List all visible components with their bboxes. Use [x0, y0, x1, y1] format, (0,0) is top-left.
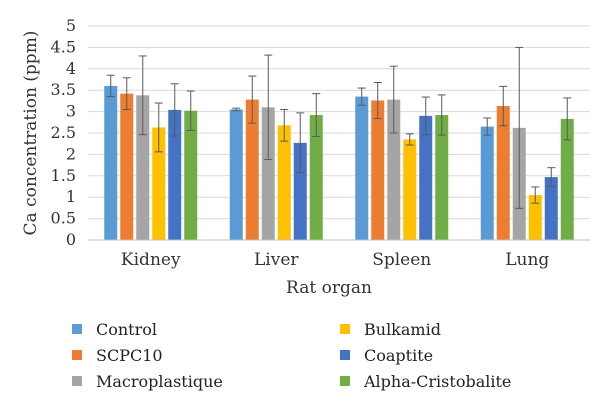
y-tick-label: 2: [66, 144, 76, 163]
bar-bulkamid-lung: [528, 195, 542, 240]
legend-swatch: [340, 376, 350, 386]
bar-scpc10-lung: [496, 106, 510, 240]
x-tick-label: Lung: [505, 250, 549, 270]
legend-label: Alpha-Cristobalite: [364, 371, 512, 391]
y-axis-label: Ca concentration (ppm): [21, 31, 41, 236]
bars: [104, 85, 574, 241]
x-tick-label: Kidney: [121, 250, 181, 270]
legend-item: Coaptite: [340, 344, 433, 366]
x-tick-labels: Kidney Liver Spleen Lung: [121, 250, 549, 270]
bar-scpc10-spleen: [371, 100, 385, 240]
bar-macroplastique-spleen: [387, 99, 401, 240]
bar-bulkamid-kidney: [152, 127, 166, 240]
legend-label: Macroplastique: [96, 371, 223, 391]
bar-control-liver: [229, 109, 243, 241]
legend-item: Bulkamid: [340, 318, 441, 340]
y-tick-label: 1.5: [51, 166, 76, 185]
legend-label: Coaptite: [364, 345, 434, 365]
bar-alpha-cristobalite-liver: [309, 115, 323, 240]
y-tick-label: 3: [66, 102, 76, 121]
x-axis-label: Rat organ: [286, 278, 372, 298]
bar-alpha-cristobalite-lung: [560, 118, 574, 240]
y-tick-label: 4.5: [51, 37, 76, 56]
y-tick-label: 5: [66, 16, 76, 35]
y-tick-label: 0: [66, 230, 76, 249]
legend-item: Control: [72, 318, 157, 340]
bar-control-lung: [480, 126, 494, 240]
legend-item: Macroplastique: [72, 370, 223, 392]
error-bars: [106, 46, 572, 209]
bar-coaptite-spleen: [419, 115, 433, 240]
bar-alpha-cristobalite-spleen: [435, 115, 449, 240]
bar-macroplastique-liver: [261, 107, 275, 240]
bar-alpha-cristobalite-kidney: [184, 110, 198, 240]
y-tick-label: 2.5: [51, 123, 76, 142]
legend-label: Bulkamid: [364, 319, 441, 339]
legend-label: SCPC10: [96, 345, 163, 365]
bar-coaptite-liver: [293, 142, 307, 240]
y-tick-label: 0.5: [51, 209, 76, 228]
bar-bulkamid-liver: [277, 125, 291, 240]
legend-item: Alpha-Cristobalite: [340, 370, 511, 392]
legend-swatch: [340, 324, 350, 334]
bar-control-kidney: [104, 85, 118, 240]
legend-swatch: [72, 350, 82, 360]
bar-macroplastique-kidney: [136, 95, 150, 240]
y-tick-label: 1: [66, 187, 76, 206]
y-tick-label: 3.5: [51, 80, 76, 99]
x-tick-label: Spleen: [372, 250, 431, 270]
legend-item: SCPC10: [72, 344, 163, 366]
y-tick-label: 4: [66, 59, 76, 78]
bar-scpc10-kidney: [120, 93, 134, 241]
legend-label: Control: [96, 319, 158, 339]
x-tick-label: Liver: [254, 250, 299, 270]
bar-bulkamid-spleen: [403, 139, 417, 240]
bar-control-spleen: [355, 96, 369, 241]
legend-swatch: [72, 324, 82, 334]
bar-coaptite-lung: [544, 177, 558, 240]
legend-swatch: [72, 376, 82, 386]
bar-coaptite-kidney: [168, 109, 182, 240]
bar-scpc10-liver: [245, 99, 259, 240]
y-tick-labels: 0 0.5 1 1.5 2 2.5 3 3.5 4 4.5 5: [51, 16, 76, 249]
legend-swatch: [340, 350, 350, 360]
